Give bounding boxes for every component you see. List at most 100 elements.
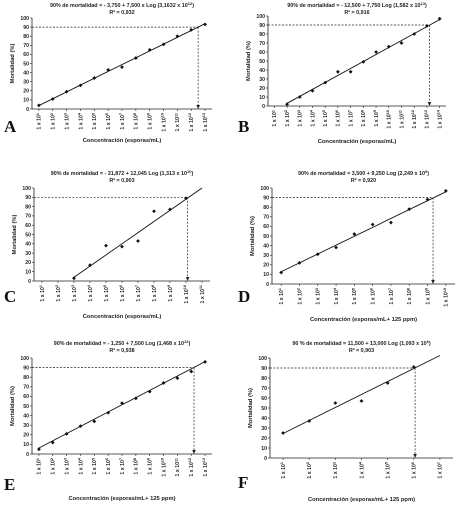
y-tick-label: 50 bbox=[261, 406, 267, 412]
chart-title-close: ) bbox=[192, 3, 194, 9]
chart-panel-d: 90% de mortalidad = 3,500 + 9,250 Log (2… bbox=[236, 168, 469, 330]
chart-title-main: 90% de mortalidad = - 3,750 + 7,500 x Lo… bbox=[50, 3, 188, 9]
data-point bbox=[133, 56, 138, 60]
trendline bbox=[282, 355, 441, 434]
y-tick-label: 70 bbox=[23, 43, 29, 49]
x-tick-label: 1 x 1010 bbox=[386, 110, 393, 129]
x-tick-label: 1 x 101 bbox=[36, 458, 43, 475]
x-tick-exponent: 7 bbox=[135, 285, 139, 287]
data-point bbox=[120, 65, 124, 70]
y-axis-title: Mortalidad (%) bbox=[246, 41, 252, 81]
x-tick-label: 1 x 1012 bbox=[188, 113, 195, 132]
y-axis-title: Mortalidad (%) bbox=[10, 386, 16, 426]
x-tick-prefix: 1 x 10 bbox=[104, 287, 110, 302]
x-axis-title: Concentración (esporas/mL) bbox=[83, 138, 162, 144]
x-tick-label: 1 x 109 bbox=[167, 285, 174, 302]
data-point bbox=[285, 102, 289, 107]
chart-title: 90% de mortalidad = 3,500 + 9,250 Log (2… bbox=[298, 169, 429, 177]
x-tick-prefix: 1 x 10 bbox=[56, 287, 62, 302]
reference-arrowhead bbox=[196, 105, 200, 109]
data-point bbox=[297, 95, 302, 99]
x-tick-exponent: 7 bbox=[348, 110, 352, 112]
y-tick-label: 70 bbox=[263, 215, 269, 221]
x-tick-exponent: 8 bbox=[406, 288, 410, 290]
panel-letter: B bbox=[238, 117, 249, 136]
x-tick-exponent: 4 bbox=[87, 284, 91, 287]
y-tick-label: 30 bbox=[263, 253, 269, 259]
y-tick-label: 0 bbox=[262, 104, 265, 110]
chart-panel-f: 90 % de mortalidad = 11,500 + 13,000 Log… bbox=[236, 338, 469, 507]
data-point bbox=[437, 16, 442, 21]
data-point bbox=[336, 69, 340, 74]
x-tick-exponent: 10 bbox=[443, 288, 447, 292]
x-tick-prefix: 1 x 10 bbox=[399, 114, 405, 129]
x-tick-prefix: 1 x 10 bbox=[120, 287, 126, 302]
x-tick-prefix: 1 x 10 bbox=[147, 115, 153, 130]
x-tick-prefix: 1 x 10 bbox=[134, 115, 140, 130]
data-point bbox=[374, 50, 378, 54]
x-tick-exponent: 2 bbox=[284, 110, 288, 112]
trendline bbox=[73, 187, 203, 278]
y-tick-label: 30 bbox=[23, 80, 29, 86]
data-point bbox=[120, 244, 124, 249]
data-point bbox=[50, 97, 55, 101]
chart-title-exponent: 12 bbox=[188, 1, 193, 6]
chart-title: 90 % de mortalidad = 11,500 + 13,000 Log… bbox=[292, 339, 430, 347]
data-point bbox=[307, 419, 312, 423]
x-tick-prefix: 1 x 10 bbox=[161, 462, 167, 477]
chart-title: 90% de mortalidad = - 31,872 + 12,045 Lo… bbox=[51, 169, 194, 177]
x-tick-prefix: 1 x 10 bbox=[136, 287, 142, 302]
x-axis-title: Concentración (esporas/mL+ 125 ppm) bbox=[310, 317, 417, 323]
x-tick-label: 1 x 104 bbox=[77, 457, 84, 474]
x-tick-label: 1 x 105 bbox=[322, 110, 329, 127]
y-tick-label: 60 bbox=[23, 394, 29, 400]
y-tick-label: 0 bbox=[266, 282, 269, 288]
x-tick-label: 1 x 1012 bbox=[411, 110, 418, 129]
data-point bbox=[323, 80, 328, 85]
x-tick-exponent: 4 bbox=[310, 109, 314, 112]
y-tick-label: 40 bbox=[23, 70, 29, 76]
chart-svg-b: 90% de mortalidad = - 12,500 + 7,750 Log… bbox=[238, 1, 446, 145]
x-tick-label: 1 x 107 bbox=[437, 462, 444, 479]
x-tick-prefix: 1 x 10 bbox=[316, 290, 322, 305]
x-tick-prefix: 1 x 10 bbox=[51, 115, 57, 130]
x-tick-exponent: 2 bbox=[55, 285, 59, 287]
x-tick-label: 1 x 101 bbox=[280, 462, 287, 479]
data-point bbox=[161, 381, 166, 385]
x-tick-label: 1 x 105 bbox=[385, 462, 392, 479]
y-tick-label: 40 bbox=[25, 242, 31, 248]
r-squared-label: R² = 0,938 bbox=[109, 348, 134, 354]
y-tick-label: 40 bbox=[259, 68, 265, 74]
y-tick-label: 30 bbox=[259, 77, 265, 83]
data-point bbox=[310, 88, 315, 93]
x-tick-exponent: 11 bbox=[199, 285, 203, 289]
x-tick-prefix: 1 x 10 bbox=[438, 464, 444, 479]
x-tick-label: 1 x 105 bbox=[351, 288, 358, 305]
data-point bbox=[64, 431, 69, 436]
panel-letter: D bbox=[238, 287, 250, 306]
x-tick-label: 1 x 103 bbox=[64, 113, 71, 130]
x-tick-prefix: 1 x 10 bbox=[161, 117, 167, 132]
y-tick-label: 50 bbox=[25, 232, 31, 238]
x-tick-prefix: 1 x 10 bbox=[37, 115, 43, 130]
chart-svg-e: 90% de mortalidad = - 1,250 + 7,500 Log … bbox=[4, 339, 212, 502]
x-tick-prefix: 1 x 10 bbox=[152, 287, 158, 302]
y-tick-label: 20 bbox=[25, 260, 31, 266]
data-point bbox=[361, 60, 366, 64]
x-axis-title: Concentración (esporas/mL+ 125 ppm) bbox=[68, 496, 175, 502]
r-squared-label: R² = 0,932 bbox=[109, 10, 134, 16]
x-tick-label: 1 x 107 bbox=[119, 458, 126, 475]
data-point bbox=[389, 220, 393, 225]
x-tick-label: 1 x 101 bbox=[271, 110, 278, 127]
y-tick-label: 90 bbox=[23, 25, 29, 31]
x-tick-prefix: 1 x 10 bbox=[106, 115, 112, 130]
x-tick-label: 1 x 102 bbox=[306, 462, 313, 479]
x-tick-prefix: 1 x 10 bbox=[203, 462, 209, 477]
y-tick-label: 70 bbox=[23, 385, 29, 391]
x-tick-label: 1 x 109 bbox=[147, 113, 154, 130]
x-tick-exponent: 3 bbox=[332, 462, 336, 464]
x-tick-exponent: 3 bbox=[315, 288, 319, 290]
x-tick-label: 1 x 107 bbox=[348, 110, 355, 127]
x-tick-label: 1 x 106 bbox=[105, 458, 112, 475]
